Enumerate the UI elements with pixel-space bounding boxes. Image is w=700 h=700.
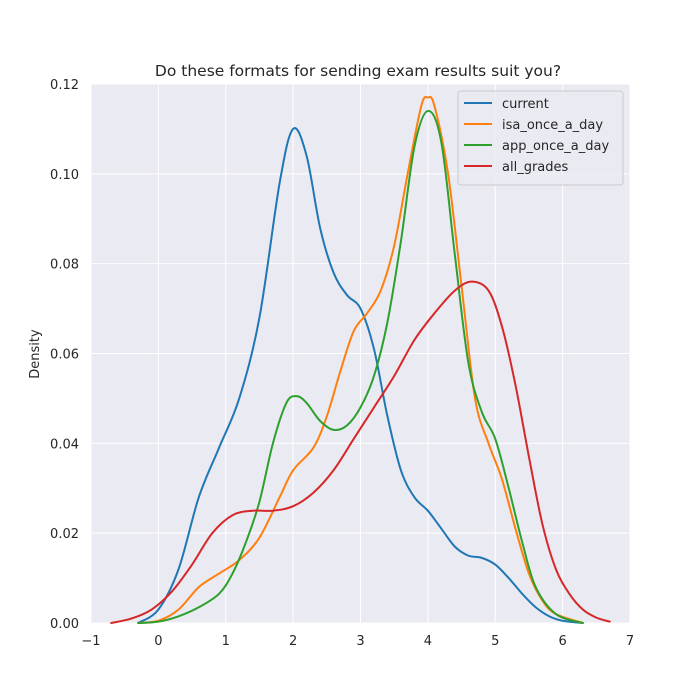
x-tick-label: 7	[626, 634, 634, 649]
y-tick-label: 0.08	[50, 258, 79, 273]
x-axis-ticks: −1 0 1 2 3 4 5 6 7	[81, 634, 634, 649]
legend-label: all_grades	[502, 160, 569, 175]
x-tick-label: 6	[558, 634, 566, 649]
x-tick-label: 4	[424, 634, 432, 649]
series-lines	[110, 95, 611, 624]
x-tick-label: 2	[289, 634, 297, 649]
series-line-current	[137, 127, 584, 624]
y-axis-label: Density	[28, 329, 43, 379]
y-tick-label: 0.12	[50, 78, 79, 93]
legend-box	[457, 90, 624, 186]
legend-label: current	[502, 97, 549, 112]
y-tick-label: 0.00	[50, 617, 79, 632]
x-tick-label: 1	[222, 634, 230, 649]
x-tick-label: −1	[81, 634, 100, 649]
series-line-all-grades	[110, 280, 611, 624]
legend: current isa_once_a_day app_once_a_day all_g…	[457, 90, 624, 186]
legend-label: isa_once_a_day	[502, 118, 603, 133]
x-tick-label: 5	[491, 634, 499, 649]
y-tick-label: 0.02	[50, 527, 79, 542]
x-tick-label: 0	[154, 634, 162, 649]
y-axis-ticks: 0.00 0.02 0.04 0.06 0.08 0.10 0.12	[50, 78, 79, 632]
x-tick-label: 3	[356, 634, 364, 649]
y-tick-label: 0.10	[50, 168, 79, 183]
chart-title: Do these formats for sending exam result…	[155, 62, 561, 80]
y-tick-label: 0.04	[50, 437, 79, 452]
legend-label: app_once_a_day	[502, 139, 609, 154]
series-line-app-once-a-day	[137, 109, 584, 624]
y-tick-label: 0.06	[50, 348, 79, 363]
